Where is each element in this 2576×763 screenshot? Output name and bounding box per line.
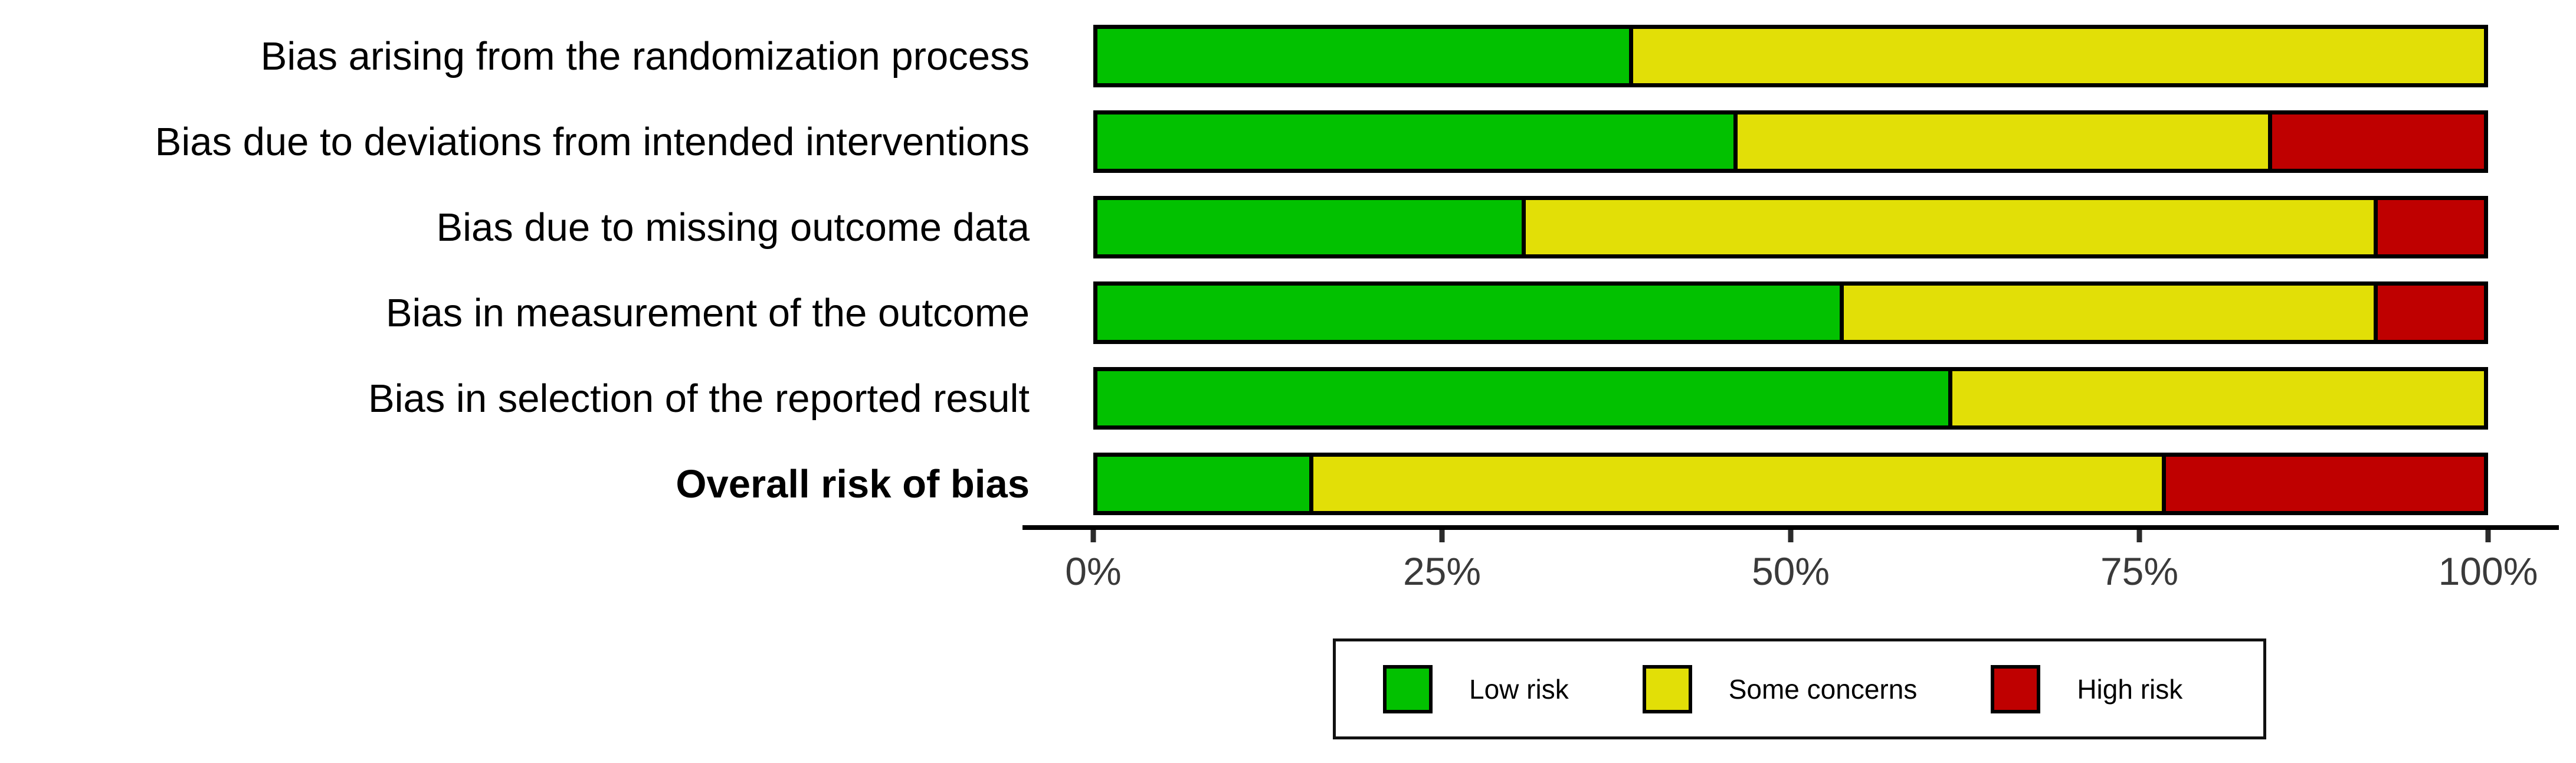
category-label: Bias due to deviations from intended int… [155, 119, 1030, 164]
x-axis-tick-label: 100% [2438, 549, 2538, 593]
stacked-bar [1093, 281, 2488, 344]
bar-segment-some-concerns [1948, 371, 2484, 425]
x-axis-line [1022, 525, 2559, 530]
stacked-bar [1093, 367, 2488, 430]
x-axis-tick-mark [1788, 530, 1794, 542]
bar-segment-low-risk [1097, 114, 1734, 169]
x-axis-tick-mark [2485, 530, 2491, 542]
x-axis-tick-label: 0% [1065, 549, 1122, 593]
category-label: Bias in measurement of the outcome [385, 290, 1030, 335]
x-axis-tick-label: 50% [1751, 549, 1830, 593]
bar-segment-low-risk [1097, 200, 1522, 254]
x-axis-tick-mark [2136, 530, 2142, 542]
bar-segment-high-risk [2374, 200, 2484, 254]
legend: Low risk Some concerns High risk [1333, 638, 2266, 739]
x-axis-ticks: 0% 25% 50% 75% 100% [1065, 530, 2538, 601]
bar-segment-high-risk [2267, 114, 2484, 169]
bar-segment-some-concerns [1733, 114, 2268, 169]
category-label: Overall risk of bias [676, 461, 1030, 506]
category-label: Bias due to missing outcome data [436, 205, 1030, 250]
category-label: Bias arising from the randomization proc… [260, 34, 1030, 78]
bar-segment-low-risk [1097, 457, 1310, 511]
legend-color-swatch [1642, 664, 1692, 713]
bar-segment-low-risk [1097, 286, 1840, 340]
legend-entry: Some concerns [1642, 664, 1918, 713]
bar-segment-low-risk [1097, 29, 1630, 83]
legend-label: Low risk [1469, 673, 1569, 705]
x-axis-tick-mark [1439, 530, 1445, 542]
stacked-bar [1093, 110, 2488, 173]
stacked-bar [1093, 196, 2488, 258]
x-axis-tick-label: 25% [1402, 549, 1482, 593]
x-axis-tick-label: 75% [2100, 549, 2179, 593]
stacked-bar [1093, 25, 2488, 87]
bar-segment-some-concerns [1309, 457, 2162, 511]
bar-segment-some-concerns [1629, 29, 2484, 83]
bar-segment-low-risk [1097, 371, 1948, 425]
legend-label: Some concerns [1728, 673, 1918, 705]
x-axis-tick-mark [1090, 530, 1096, 542]
legend-color-swatch [1991, 664, 2041, 713]
bar-segment-high-risk [2161, 457, 2485, 511]
bar-segment-some-concerns [1521, 200, 2374, 254]
legend-entry: High risk [1991, 664, 2183, 713]
legend-label: High risk [2077, 673, 2183, 705]
bar-segment-some-concerns [1839, 286, 2374, 340]
stacked-bar [1093, 453, 2488, 515]
legend-entry: Low risk [1383, 664, 1569, 713]
bar-segment-high-risk [2374, 286, 2484, 340]
category-label: Bias in selection of the reported result [368, 376, 1030, 421]
legend-color-swatch [1383, 664, 1433, 713]
